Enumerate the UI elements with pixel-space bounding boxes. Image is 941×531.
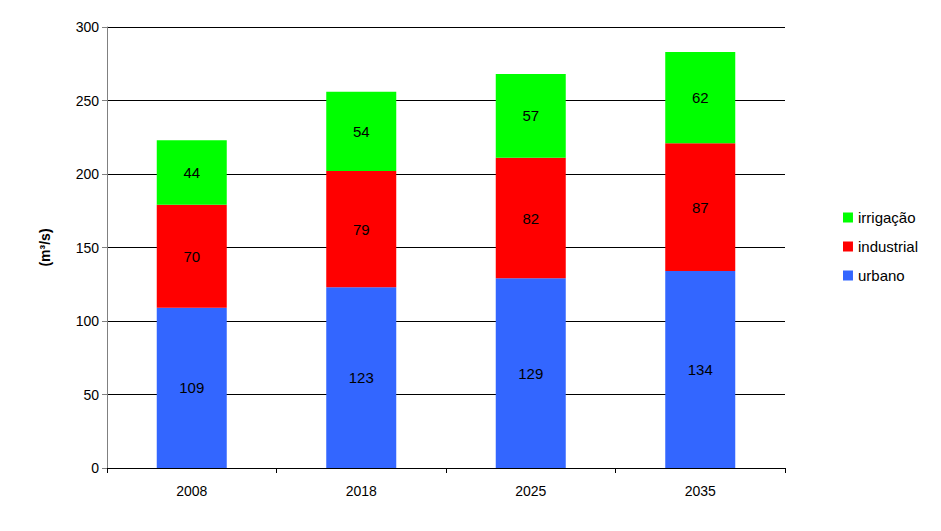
svg-text:2018: 2018 [346, 483, 377, 499]
svg-text:50: 50 [83, 387, 99, 403]
svg-text:200: 200 [76, 166, 100, 182]
svg-text:industrial: industrial [858, 238, 918, 255]
svg-text:100: 100 [76, 313, 100, 329]
svg-text:70: 70 [183, 248, 200, 265]
svg-text:57: 57 [522, 107, 539, 124]
svg-text:109: 109 [179, 379, 204, 396]
svg-text:irrigação: irrigação [858, 209, 916, 226]
svg-text:123: 123 [349, 369, 374, 386]
svg-text:300: 300 [76, 19, 100, 35]
svg-text:(m³/s): (m³/s) [37, 228, 53, 266]
svg-text:134: 134 [688, 361, 713, 378]
svg-text:250: 250 [76, 93, 100, 109]
svg-text:2008: 2008 [176, 483, 207, 499]
svg-text:0: 0 [91, 460, 99, 476]
svg-text:2025: 2025 [515, 483, 546, 499]
svg-text:79: 79 [353, 221, 370, 238]
svg-text:urbano: urbano [858, 267, 905, 284]
svg-text:2035: 2035 [685, 483, 716, 499]
svg-text:87: 87 [692, 199, 709, 216]
svg-text:150: 150 [76, 240, 100, 256]
svg-text:44: 44 [183, 164, 200, 181]
svg-text:62: 62 [692, 89, 709, 106]
svg-text:82: 82 [522, 210, 539, 227]
svg-text:54: 54 [353, 123, 370, 140]
svg-text:129: 129 [518, 365, 543, 382]
